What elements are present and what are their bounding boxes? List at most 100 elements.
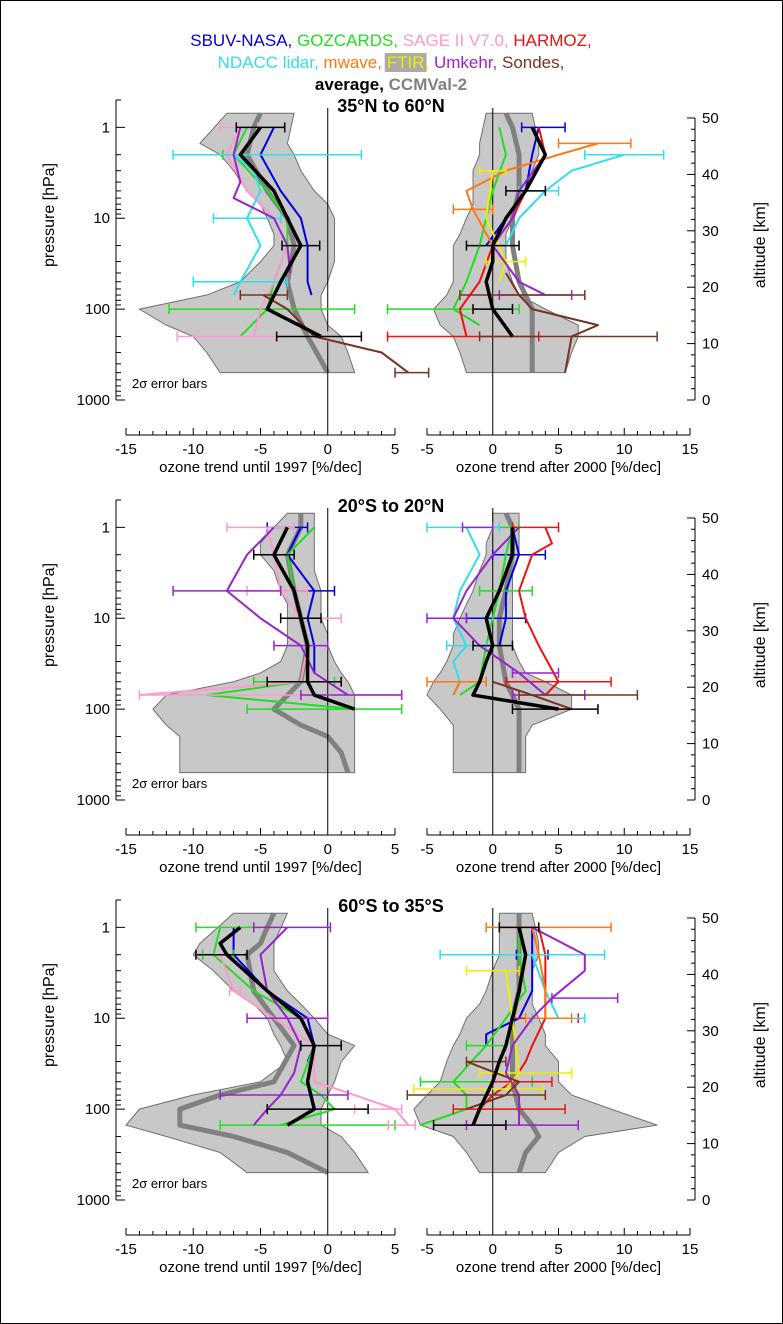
right-x-tick-label: 15 <box>682 1241 699 1258</box>
legend-entry-gozcards: GOZCARDS <box>297 31 393 50</box>
error-bar-note: 2σ error bars <box>132 1176 208 1191</box>
panel-title: 20°S to 20°N <box>338 496 444 516</box>
right-x-axis-label: ozone trend after 2000 [%/dec] <box>456 859 661 876</box>
left-x-tick-label: 0 <box>324 1241 332 1258</box>
pressure-tick-label: 100 <box>85 301 110 318</box>
legend-entry-umkehr: Umkehr <box>434 53 494 72</box>
legend-entry-ndacc-lidar: NDACC lidar <box>218 53 316 72</box>
error-note-suffix: error bars <box>147 776 207 791</box>
legend-entry-mwave: mwave <box>323 53 377 72</box>
right-x-tick-label: 5 <box>554 441 562 458</box>
error-bar-note: 2σ error bars <box>132 776 208 791</box>
pressure-axis-label: pressure [hPa] <box>41 963 58 1067</box>
altitude-tick-label: 50 <box>702 910 719 927</box>
altitude-tick-label: 30 <box>702 623 719 640</box>
legend-entry-average: average <box>315 75 379 94</box>
legend-separator: , <box>314 53 323 72</box>
panel-title: 60°S to 35°S <box>338 896 443 916</box>
altitude-tick-label: 40 <box>702 966 719 983</box>
right-x-tick-label: 0 <box>489 441 497 458</box>
altitude-tick-label: 40 <box>702 566 719 583</box>
error-note-prefix: 2 <box>132 376 139 391</box>
legend-entry-sbuv-nasa: SBUV-NASA <box>190 31 288 50</box>
pressure-tick-label: 1 <box>102 119 110 136</box>
legend-line: SBUV-NASA, GOZCARDS, SAGE II V7.0, HARMO… <box>190 31 592 50</box>
pressure-tick-label: 1 <box>102 919 110 936</box>
right-x-tick-label: 10 <box>616 841 633 858</box>
legend-entry-sondes: Sondes <box>502 53 560 72</box>
pressure-tick-label: 1000 <box>77 792 110 809</box>
left-x-tick-label: 0 <box>324 841 332 858</box>
left-x-tick-label: -15 <box>115 841 137 858</box>
legend-separator: , <box>493 53 502 72</box>
altitude-tick-label: 10 <box>702 336 719 353</box>
left-x-axis-label: ozone trend until 1997 [%/dec] <box>159 859 362 876</box>
pressure-tick-label: 10 <box>93 1010 110 1027</box>
altitude-tick-label: 20 <box>702 1079 719 1096</box>
legend-separator: , <box>393 31 402 50</box>
pressure-axis-label: pressure [hPa] <box>41 163 58 267</box>
right-x-axis-label: ozone trend after 2000 [%/dec] <box>456 1259 661 1276</box>
altitude-tick-label: 20 <box>702 279 719 296</box>
legend-line: average, CCMVal-2 <box>315 75 467 94</box>
error-note-sigma: σ <box>139 776 147 791</box>
legend-separator: , <box>288 31 297 50</box>
legend-separator: , <box>587 31 592 50</box>
right-x-axis-label: ozone trend after 2000 [%/dec] <box>456 459 661 476</box>
error-bar-note: 2σ error bars <box>132 376 208 391</box>
legend-separator: , <box>425 53 434 72</box>
pressure-tick-label: 1000 <box>77 1192 110 1209</box>
pressure-tick-label: 100 <box>85 1101 110 1118</box>
error-note-suffix: error bars <box>147 376 207 391</box>
altitude-tick-label: 30 <box>702 223 719 240</box>
left-x-tick-label: -10 <box>182 441 204 458</box>
right-x-tick-label: 5 <box>554 1241 562 1258</box>
left-x-tick-label: 5 <box>391 841 399 858</box>
left-x-tick-label: -10 <box>182 1241 204 1258</box>
right-x-tick-label: 10 <box>616 441 633 458</box>
error-note-sigma: σ <box>139 376 147 391</box>
pressure-tick-label: 100 <box>85 701 110 718</box>
legend-separator: , <box>377 53 386 72</box>
left-x-tick-label: -15 <box>115 441 137 458</box>
left-x-tick-label: -10 <box>182 841 204 858</box>
left-x-tick-label: 0 <box>324 441 332 458</box>
left-x-axis-label: ozone trend until 1997 [%/dec] <box>159 459 362 476</box>
left-x-tick-label: 5 <box>391 1241 399 1258</box>
pressure-tick-label: 10 <box>93 610 110 627</box>
left-x-tick-label: -5 <box>254 841 267 858</box>
altitude-tick-label: 40 <box>702 166 719 183</box>
legend-entry-sage-ii-v7-0: SAGE II V7.0 <box>403 31 504 50</box>
right-x-tick-label: -5 <box>420 1241 433 1258</box>
legend-line: NDACC lidar, mwave, FTIR, Umkehr, Sondes… <box>218 53 565 72</box>
left-x-tick-label: -5 <box>254 441 267 458</box>
altitude-tick-label: 0 <box>702 792 710 809</box>
pressure-tick-label: 1 <box>102 519 110 536</box>
right-x-tick-label: 10 <box>616 1241 633 1258</box>
right-x-tick-label: 15 <box>682 841 699 858</box>
left-x-axis-label: ozone trend until 1997 [%/dec] <box>159 1259 362 1276</box>
error-note-prefix: 2 <box>132 1176 139 1191</box>
altitude-tick-label: 50 <box>702 510 719 527</box>
altitude-axis-label: altitude [km] <box>752 602 769 688</box>
altitude-axis-label: altitude [km] <box>752 202 769 288</box>
left-x-tick-label: 5 <box>391 441 399 458</box>
legend-separator: , <box>504 31 513 50</box>
error-note-sigma: σ <box>139 1176 147 1191</box>
altitude-tick-label: 20 <box>702 679 719 696</box>
legend-entry-harmoz: HARMOZ <box>513 31 587 50</box>
legend-separator: , <box>560 53 565 72</box>
right-x-tick-label: 15 <box>682 441 699 458</box>
altitude-tick-label: 0 <box>702 392 710 409</box>
error-note-prefix: 2 <box>132 776 139 791</box>
legend-entry-ccmval-2: CCMVal-2 <box>389 75 467 94</box>
right-x-tick-label: 0 <box>489 1241 497 1258</box>
altitude-tick-label: 30 <box>702 1023 719 1040</box>
error-note-suffix: error bars <box>147 1176 207 1191</box>
altitude-tick-label: 0 <box>702 1192 710 1209</box>
right-x-tick-label: 0 <box>489 841 497 858</box>
left-x-tick-label: -15 <box>115 1241 137 1258</box>
altitude-axis-label: altitude [km] <box>752 1002 769 1088</box>
legend-entry-ftir: FTIR <box>387 53 425 72</box>
